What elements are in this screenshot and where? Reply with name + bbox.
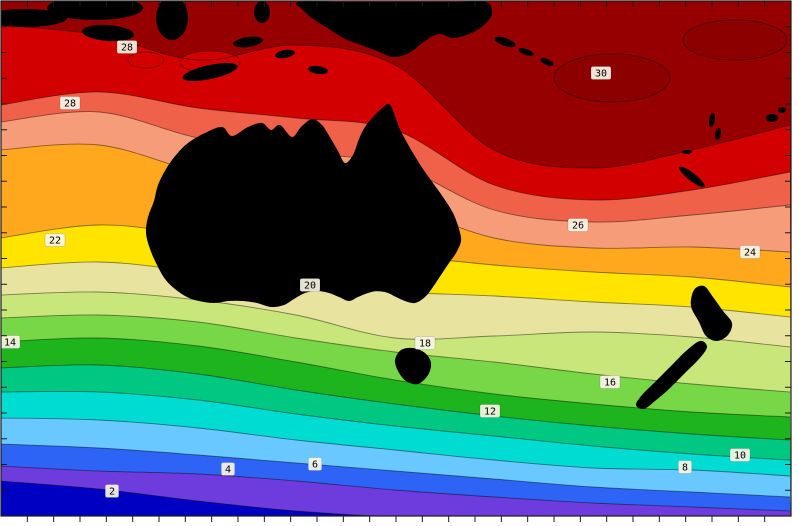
contour-label-text: 24 [744, 248, 756, 259]
land-island [714, 128, 722, 140]
contour-label-text: 30 [595, 69, 607, 80]
land-island [308, 65, 328, 75]
contour-label-text: 22 [49, 236, 61, 247]
contour-label-8: 8 [678, 460, 692, 474]
closed-contour [553, 53, 671, 103]
contour-label-text: 26 [572, 221, 584, 232]
contour-label-26: 26 [567, 218, 589, 232]
contour-bands: 28 30 28 26 24 22 20 18 16 14 12 10 8 6 4 2 [1, 1, 791, 516]
contour-label-text: 18 [419, 339, 431, 350]
land-island [453, 8, 487, 24]
contour-label-text: 14 [4, 338, 16, 349]
contour-label-6: 6 [308, 457, 322, 471]
land-island [679, 166, 705, 188]
contour-line-14 [1, 337, 791, 418]
contour-label-box [1, 335, 21, 349]
contour-label-text: 2 [109, 487, 115, 498]
land-island [254, 1, 270, 23]
contour-label-box [414, 336, 436, 350]
land-island [518, 48, 534, 56]
land-new-zealand-south [635, 340, 708, 410]
closed-contour [682, 19, 788, 61]
contour-label-box [299, 278, 321, 292]
contour-line-30 [1, 24, 791, 169]
land-island [47, 1, 143, 20]
contour-line-4 [1, 465, 791, 512]
contour-labels: 28 30 28 26 24 22 20 18 16 14 12 10 8 6 4 2 [1, 40, 761, 498]
contour-line-2 [1, 480, 383, 516]
contour-label-28: 28 [116, 40, 138, 54]
land-island [708, 113, 716, 127]
land-island [275, 49, 295, 59]
contour-label-box [678, 460, 692, 474]
contour-line-10 [1, 390, 791, 461]
contour-label-2: 2 [105, 484, 119, 498]
contour-line-18 [1, 291, 791, 348]
contour-label-24: 24 [739, 245, 761, 259]
contour-label-text: 12 [484, 407, 496, 418]
contour-label-box [221, 462, 235, 476]
contour-label-box [479, 404, 501, 418]
contour-label-box [599, 375, 621, 389]
contour-label-22: 22 [44, 233, 66, 247]
band-below-2 [1, 481, 791, 516]
contour-label-text: 16 [604, 378, 616, 389]
contour-label-box [44, 233, 66, 247]
land-island [233, 36, 263, 48]
contour-line-6 [1, 443, 791, 498]
contour-label-text: 10 [734, 451, 746, 462]
contour-label-12: 12 [479, 404, 501, 418]
land-tasmania [394, 347, 432, 385]
contour-label-box [105, 484, 119, 498]
contour-label-box [739, 245, 761, 259]
land-australia [145, 103, 462, 308]
contour-label-16: 16 [599, 375, 621, 389]
land-island [156, 1, 188, 40]
contour-label-box [729, 448, 751, 462]
contour-label-box [590, 66, 612, 80]
land-island [1, 9, 67, 27]
contour-label-text: 8 [682, 463, 688, 474]
contour-label-20: 20 [299, 278, 321, 292]
contour-label-text: 28 [64, 99, 76, 110]
contour-label-10: 10 [729, 448, 751, 462]
land-island [682, 150, 692, 154]
contour-label-box [116, 40, 138, 54]
contour-label-box [308, 457, 322, 471]
contour-label-box [59, 96, 81, 110]
contour-label-14: 14 [1, 335, 21, 349]
contour-label-30: 30 [590, 66, 612, 80]
land-new-guinea [295, 1, 493, 58]
contour-label-4: 4 [221, 462, 235, 476]
contour-label-box [567, 218, 589, 232]
land-island [494, 36, 516, 48]
land-island [182, 63, 238, 81]
contour-label-18: 18 [414, 336, 436, 350]
landmasses [1, 1, 786, 410]
sst-patch [127, 51, 165, 69]
contour-line-8 [1, 417, 791, 477]
contour-label-text: 28 [121, 43, 133, 54]
land-island [766, 114, 778, 122]
contour-label-28: 28 [59, 96, 81, 110]
land-new-zealand-north [690, 285, 733, 342]
axis-ticks [1, 1, 791, 522]
land-island [540, 57, 554, 67]
contour-label-text: 6 [312, 460, 318, 471]
land-island [778, 107, 786, 113]
contour-line-12 [1, 364, 791, 441]
land-island [82, 24, 134, 42]
contour-label-text: 20 [304, 281, 316, 292]
contour-label-text: 4 [225, 465, 231, 476]
